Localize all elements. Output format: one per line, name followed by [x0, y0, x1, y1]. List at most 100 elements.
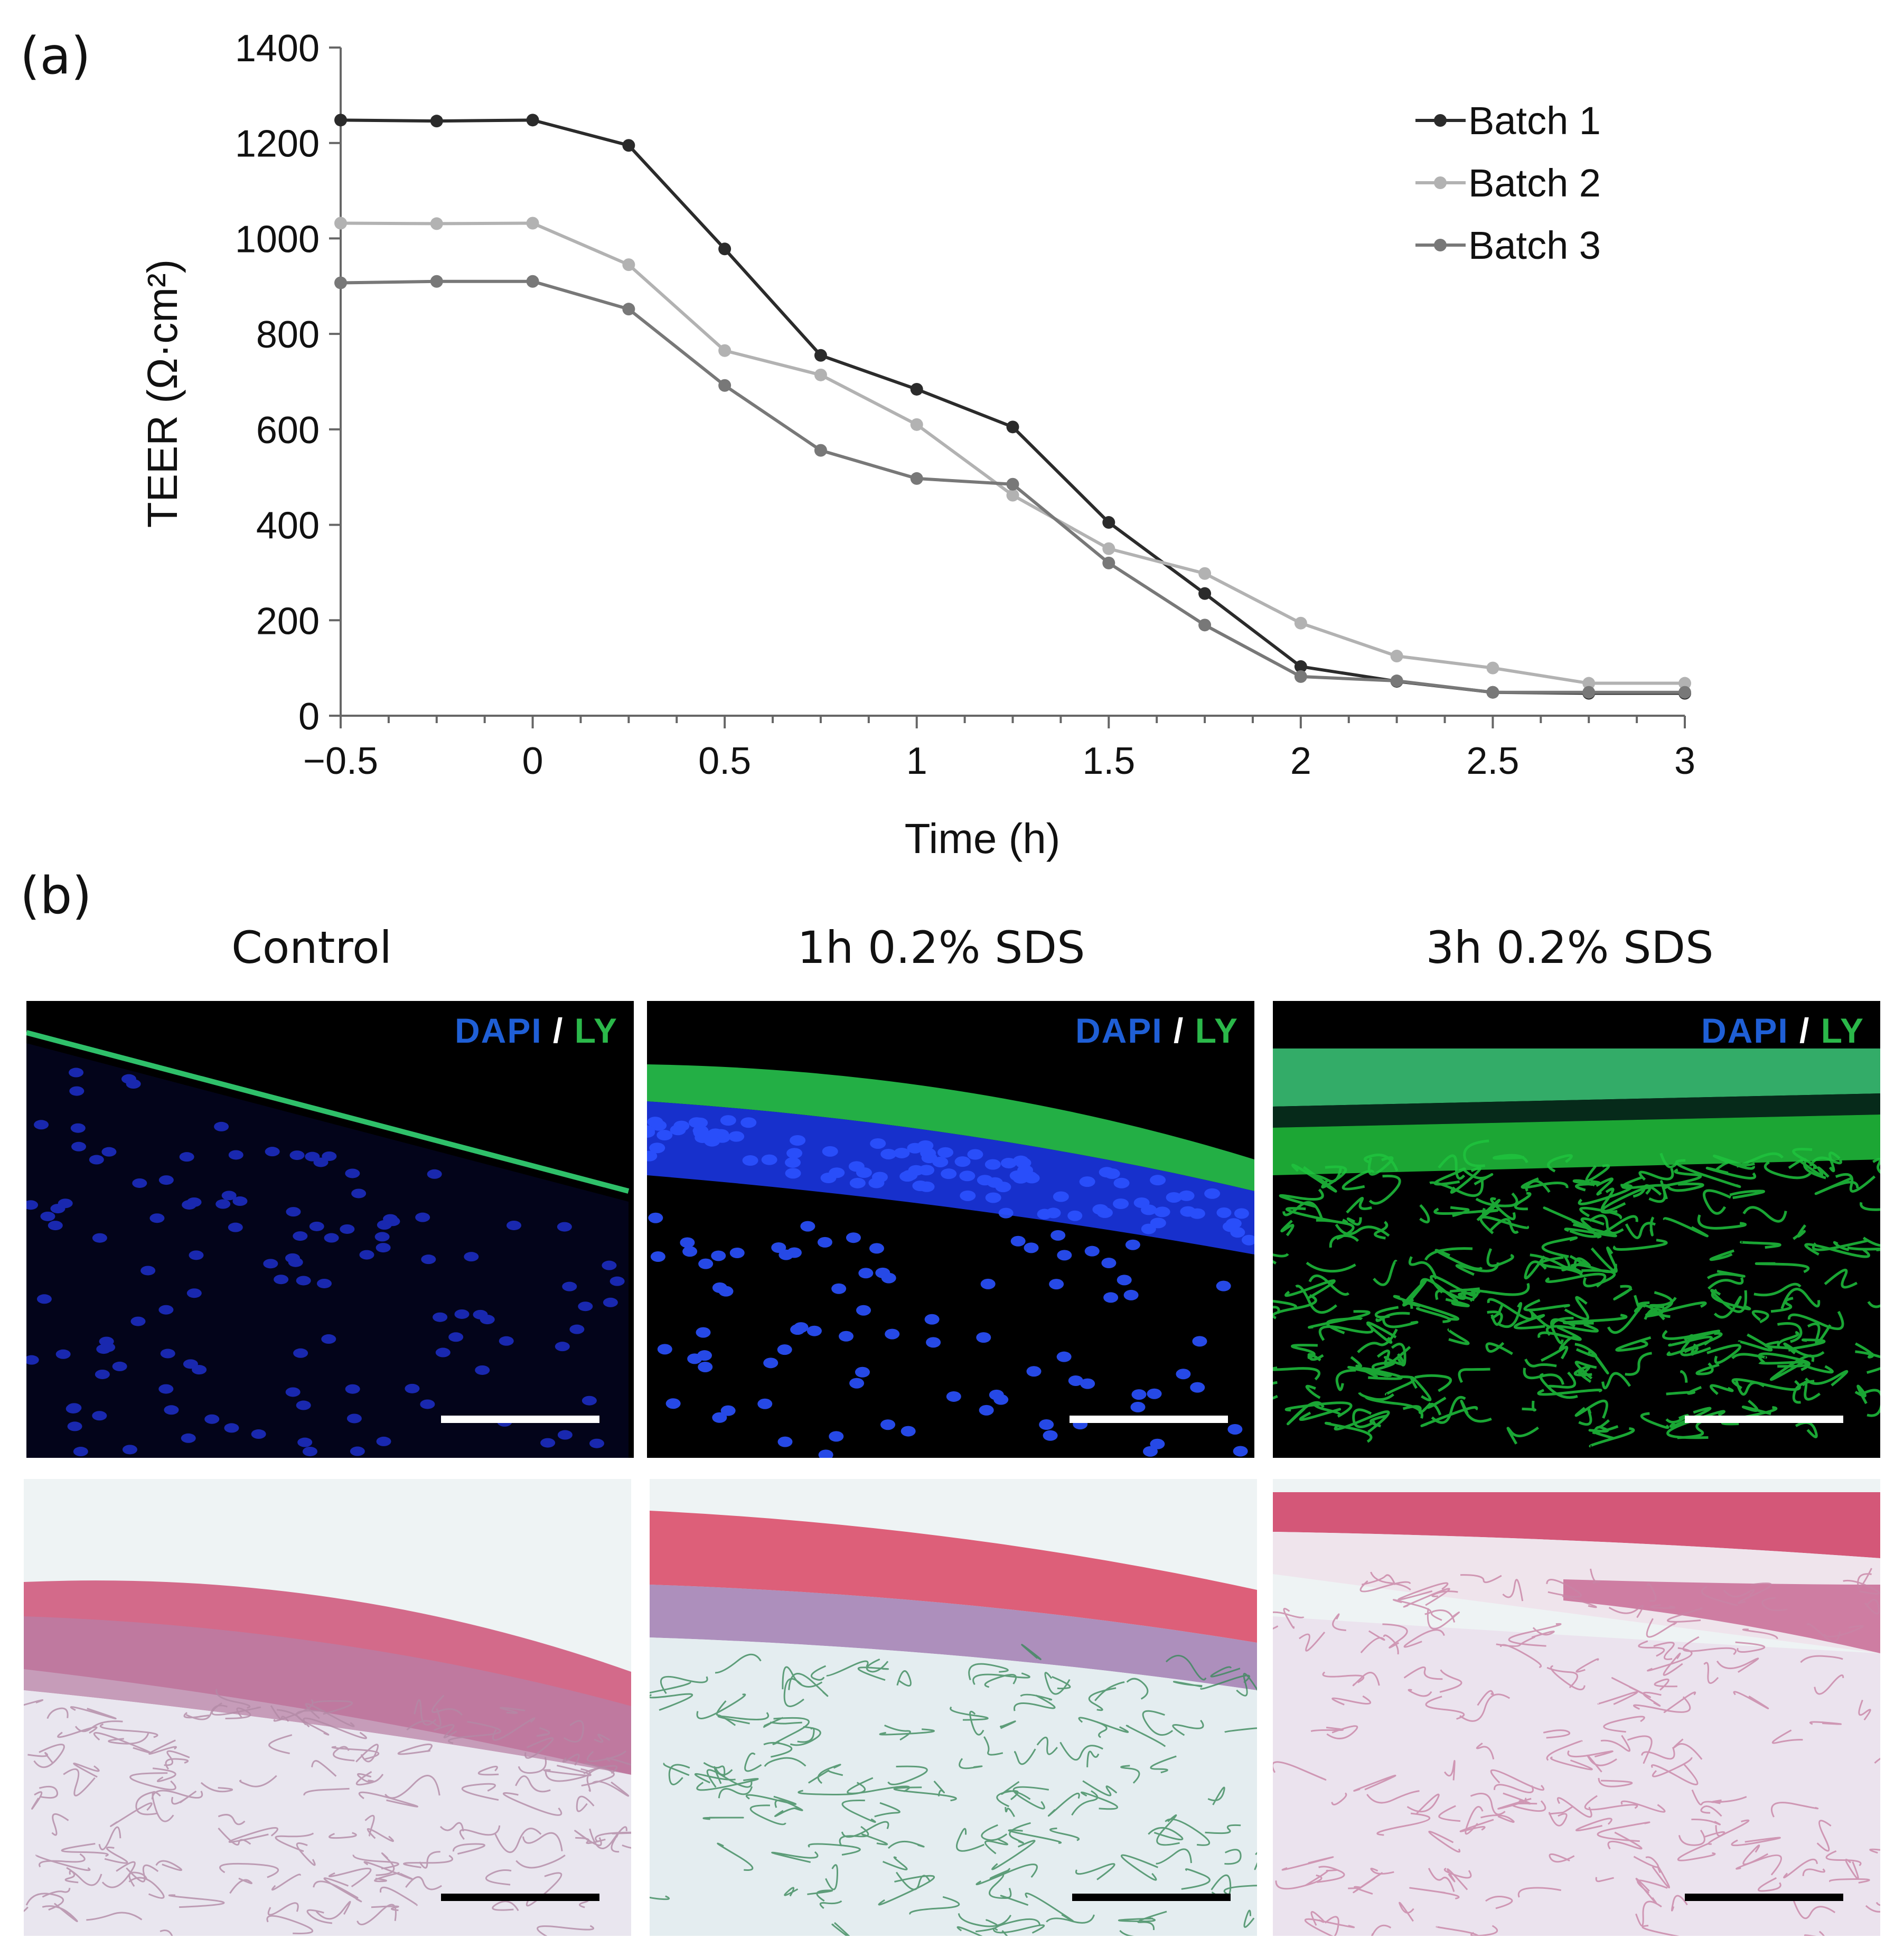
data-point — [1582, 686, 1596, 699]
scale-bar-1h-sds-he — [1072, 1894, 1231, 1901]
he-image-1h-sds — [650, 1479, 1257, 1936]
data-point — [1678, 686, 1691, 699]
stain-legend-1h-sds: DAPI / LY — [1075, 1011, 1239, 1050]
y-tick-label: 800 — [256, 314, 320, 356]
panel-label-b: (b) — [20, 866, 92, 925]
data-point — [526, 217, 539, 230]
data-point — [1294, 616, 1307, 630]
data-point — [910, 472, 923, 485]
data-point — [910, 418, 923, 431]
data-point — [814, 349, 827, 362]
data-point — [718, 242, 731, 256]
data-point — [430, 275, 443, 288]
fluorescence-image-1h-sds: DAPI / LY — [647, 1001, 1254, 1458]
data-point — [814, 368, 827, 381]
x-tick-label: −0.5 — [303, 740, 378, 782]
chart-legend: Batch 1 Batch 2 Batch 3 — [1415, 99, 1601, 267]
legend-label: Batch 1 — [1468, 99, 1601, 143]
data-point — [1198, 567, 1212, 580]
data-point — [622, 258, 635, 271]
series-line — [340, 118, 1685, 695]
data-point — [334, 217, 347, 230]
legend-label: Batch 2 — [1468, 161, 1601, 205]
series-2 — [334, 217, 1691, 690]
panel-label-a: (a) — [20, 26, 91, 86]
legend-swatch-marker — [1434, 114, 1447, 127]
series-line — [340, 221, 1685, 685]
fluorescence-image-3h-sds: DAPI / LY — [1273, 1001, 1880, 1458]
data-point — [1006, 477, 1019, 491]
data-point — [718, 344, 731, 357]
chart-axes — [340, 48, 1685, 717]
legend-label: Batch 3 — [1468, 223, 1601, 267]
data-point — [1294, 660, 1307, 673]
x-tick-label: 2 — [1290, 740, 1311, 782]
data-point — [1486, 686, 1499, 699]
data-point — [622, 139, 635, 152]
data-point — [1006, 420, 1019, 434]
column-title-control: Control — [231, 922, 392, 973]
legend-entry-3: Batch 3 — [1415, 223, 1601, 267]
stain-legend-control: DAPI / LY — [455, 1011, 618, 1050]
data-point — [1006, 489, 1019, 502]
data-point — [622, 303, 635, 316]
data-point — [1486, 661, 1499, 675]
y-tick-label: 1000 — [235, 218, 320, 260]
data-point — [910, 382, 923, 396]
data-point — [334, 276, 347, 289]
series-3 — [334, 275, 1691, 699]
he-tissue-1h-sds — [650, 1511, 1257, 1936]
data-point — [334, 114, 347, 127]
column-title-3h-sds: 3h 0.2% SDS — [1425, 922, 1714, 973]
scale-bar-control-he — [441, 1894, 599, 1901]
x-tick-label: 0 — [522, 740, 543, 782]
scale-bar-1h-sds-fluor — [1070, 1416, 1228, 1423]
data-point — [1102, 556, 1115, 569]
data-point — [1390, 675, 1403, 688]
legend-entry-2: Batch 2 — [1415, 161, 1601, 205]
data-point — [814, 444, 827, 457]
y-tick-label: 200 — [256, 600, 320, 642]
data-point — [1198, 587, 1212, 600]
data-point — [1582, 677, 1596, 690]
he-image-control — [24, 1479, 631, 1936]
x-tick-label: 1 — [906, 740, 927, 782]
column-title-1h-sds: 1h 0.2% SDS — [797, 922, 1085, 973]
stain-legend-3h-sds: DAPI / LY — [1701, 1011, 1864, 1050]
x-tick-label: 3 — [1674, 740, 1695, 782]
data-point — [430, 115, 443, 128]
data-point — [718, 379, 731, 392]
chart-series — [334, 114, 1691, 700]
fluorescence-image-control: DAPI / LY — [26, 1001, 634, 1458]
scale-bar-3h-sds-fluor — [1685, 1416, 1843, 1423]
y-tick-label: 600 — [256, 409, 320, 452]
legend-entry-1: Batch 1 — [1415, 99, 1601, 143]
fluorescence-tissue-3h-sds — [1273, 1048, 1880, 1448]
x-axis-label: Time (h) — [905, 815, 1061, 862]
fluorescence-tissue-1h-sds — [647, 1064, 1254, 1458]
data-point — [1102, 542, 1115, 555]
x-tick-label: 1.5 — [1082, 740, 1135, 782]
y-axis-label: TEER (Ω·cm²) — [139, 259, 186, 528]
y-tick-label: 1200 — [235, 123, 320, 165]
data-point — [430, 217, 443, 230]
fluorescence-tissue-control — [26, 1030, 630, 1458]
he-image-3h-sds — [1273, 1479, 1880, 1936]
data-point — [1294, 670, 1307, 683]
y-tick-label: 400 — [256, 505, 320, 547]
data-point — [1678, 677, 1691, 690]
data-point — [1390, 650, 1403, 663]
y-tick-label: 1400 — [235, 27, 320, 70]
he-tissue-control — [24, 1580, 631, 1936]
legend-swatch-marker — [1434, 176, 1447, 189]
scale-bar-3h-sds-he — [1685, 1894, 1843, 1901]
data-point — [526, 275, 539, 288]
data-point — [1102, 516, 1115, 529]
x-tick-label: 0.5 — [698, 740, 751, 782]
scale-bar-control-fluor — [441, 1416, 599, 1423]
legend-swatch-marker — [1434, 239, 1447, 251]
y-tick-label: 0 — [298, 696, 320, 738]
x-tick-label: 2.5 — [1466, 740, 1519, 782]
